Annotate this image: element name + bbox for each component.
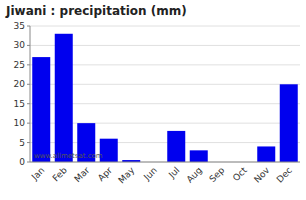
tick-label: 20: [14, 79, 26, 89]
watermark: www.allmetsat.com: [34, 152, 103, 160]
grid-line: [30, 162, 300, 163]
bar: [280, 84, 298, 162]
category-label: Oct: [231, 165, 249, 183]
category-label: Nov: [252, 165, 272, 185]
category-label: Mar: [72, 165, 91, 184]
category-label: Dec: [275, 165, 294, 184]
category-label: Jul: [166, 165, 181, 180]
bar: [32, 57, 50, 162]
bar: [190, 150, 208, 162]
category-label: Feb: [51, 165, 70, 184]
tick-label: 35: [14, 21, 25, 31]
y-axis: [30, 26, 31, 162]
tick-label: 0: [19, 157, 25, 167]
bar: [167, 131, 185, 162]
category-label: May: [116, 165, 137, 186]
tick-label: 15: [14, 99, 25, 109]
category-label: Jun: [141, 165, 159, 183]
tick-label: 10: [14, 118, 26, 128]
tick-label: 5: [19, 138, 25, 148]
tick-label: 25: [14, 60, 25, 70]
bar: [55, 34, 73, 162]
title: Jiwani : precipitation (mm): [5, 4, 187, 18]
chart: Jiwani : precipitation (mm) 0 5 10 15 20 25 30 3…: [0, 0, 306, 200]
category-label: Jan: [29, 165, 47, 183]
x-axis: [30, 162, 300, 163]
category-label: Aug: [184, 165, 204, 185]
category-label: Sep: [207, 165, 226, 184]
grid-line: [30, 26, 300, 27]
category-label: Apr: [96, 165, 114, 183]
tick-label: 30: [14, 40, 26, 50]
bar: [257, 146, 275, 162]
